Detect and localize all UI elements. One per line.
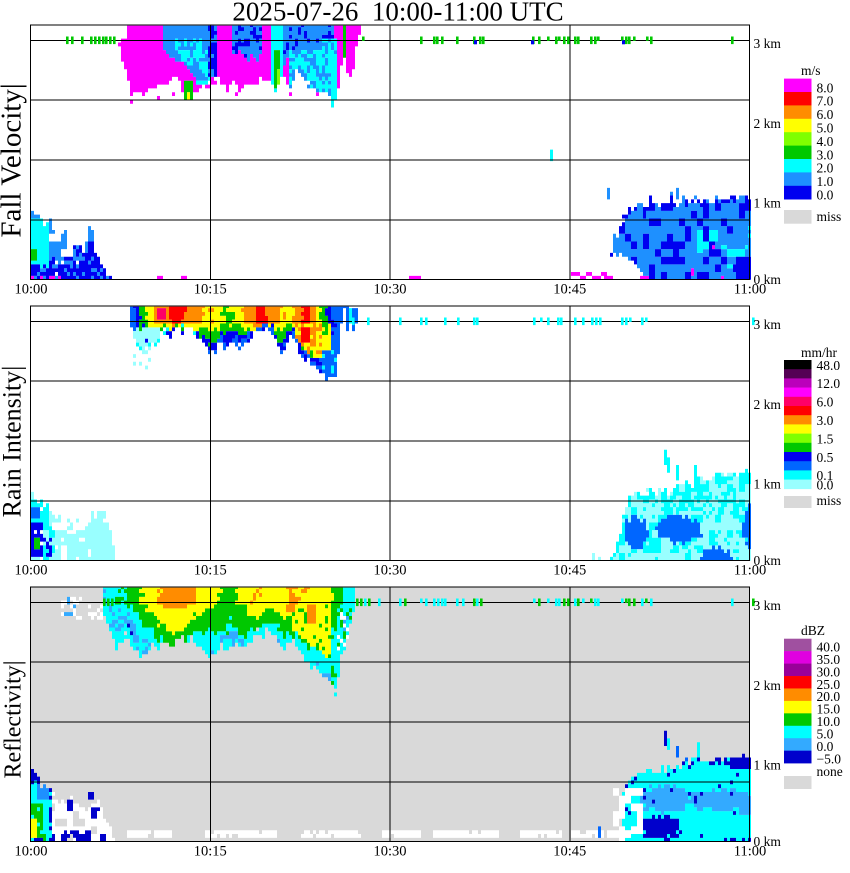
svg-text:12.0: 12.0 — [817, 376, 841, 391]
svg-text:6.0: 6.0 — [817, 107, 834, 122]
svg-text:10:30: 10:30 — [373, 563, 406, 579]
svg-text:6.0: 6.0 — [817, 395, 834, 410]
svg-text:1 km: 1 km — [754, 477, 782, 492]
svg-text:10.0: 10.0 — [817, 714, 841, 729]
svg-text:4.0: 4.0 — [817, 134, 834, 149]
svg-text:11:00: 11:00 — [734, 844, 767, 860]
svg-text:3.0: 3.0 — [817, 147, 834, 162]
svg-text:1.5: 1.5 — [817, 431, 834, 446]
svg-text:5.0: 5.0 — [817, 727, 834, 742]
svg-text:10:00: 10:00 — [14, 282, 47, 298]
svg-text:10:00: 10:00 — [14, 563, 47, 579]
svg-text:2 km: 2 km — [754, 678, 782, 693]
svg-text:0 km: 0 km — [754, 553, 782, 568]
svg-text:40.0: 40.0 — [817, 639, 841, 654]
svg-text:35.0: 35.0 — [817, 652, 841, 667]
svg-text:5.0: 5.0 — [817, 121, 834, 136]
svg-text:dBZ: dBZ — [801, 623, 825, 638]
svg-text:3.0: 3.0 — [817, 413, 834, 428]
svg-text:10:30: 10:30 — [373, 844, 406, 860]
svg-text:10:45: 10:45 — [553, 282, 586, 298]
svg-text:miss: miss — [817, 493, 842, 508]
svg-text:−5.0: −5.0 — [817, 751, 842, 766]
svg-text:0 km: 0 km — [754, 272, 782, 287]
svg-text:Reflectivity|: Reflectivity| — [1, 660, 27, 778]
svg-text:2 km: 2 km — [754, 116, 782, 131]
svg-text:3 km: 3 km — [754, 317, 782, 332]
svg-text:10:00: 10:00 — [14, 844, 47, 860]
svg-text:8.0: 8.0 — [817, 80, 834, 95]
svg-text:10:45: 10:45 — [553, 563, 586, 579]
svg-text:11:00: 11:00 — [734, 563, 767, 579]
svg-text:0.0: 0.0 — [817, 739, 834, 754]
svg-text:10:15: 10:15 — [194, 844, 227, 860]
svg-text:0.1: 0.1 — [817, 468, 834, 483]
svg-text:mm/hr: mm/hr — [801, 345, 838, 360]
svg-text:0.0: 0.0 — [817, 477, 834, 492]
svg-text:Fall Velocity|: Fall Velocity| — [0, 83, 28, 237]
svg-text:10:45: 10:45 — [553, 844, 586, 860]
svg-text:0.5: 0.5 — [817, 450, 834, 465]
svg-text:10:15: 10:15 — [194, 282, 227, 298]
svg-text:none: none — [817, 764, 843, 779]
svg-text:15.0: 15.0 — [817, 702, 841, 717]
svg-text:11:00: 11:00 — [734, 282, 767, 298]
svg-text:10:30: 10:30 — [373, 282, 406, 298]
svg-text:1 km: 1 km — [754, 758, 782, 773]
svg-text:7.0: 7.0 — [817, 94, 834, 109]
svg-text:Rain Intensity|: Rain Intensity| — [0, 366, 27, 518]
svg-text:0 km: 0 km — [754, 834, 782, 849]
svg-text:10:15: 10:15 — [194, 563, 227, 579]
svg-text:2.0: 2.0 — [817, 161, 834, 176]
svg-text:25.0: 25.0 — [817, 677, 841, 692]
svg-text:0.0: 0.0 — [817, 188, 834, 203]
svg-text:3 km: 3 km — [754, 36, 782, 51]
svg-text:1.0: 1.0 — [817, 174, 834, 189]
svg-text:m/s: m/s — [801, 63, 821, 78]
svg-text:30.0: 30.0 — [817, 664, 841, 679]
svg-text:2 km: 2 km — [754, 397, 782, 412]
svg-text:20.0: 20.0 — [817, 689, 841, 704]
svg-text:48.0: 48.0 — [817, 358, 841, 373]
svg-text:3 km: 3 km — [754, 598, 782, 613]
svg-text:miss: miss — [817, 209, 842, 224]
svg-text:1 km: 1 km — [754, 196, 782, 211]
svg-text:2025-07-26 10:00-11:00 UTC: 2025-07-26 10:00-11:00 UTC — [232, 0, 563, 27]
